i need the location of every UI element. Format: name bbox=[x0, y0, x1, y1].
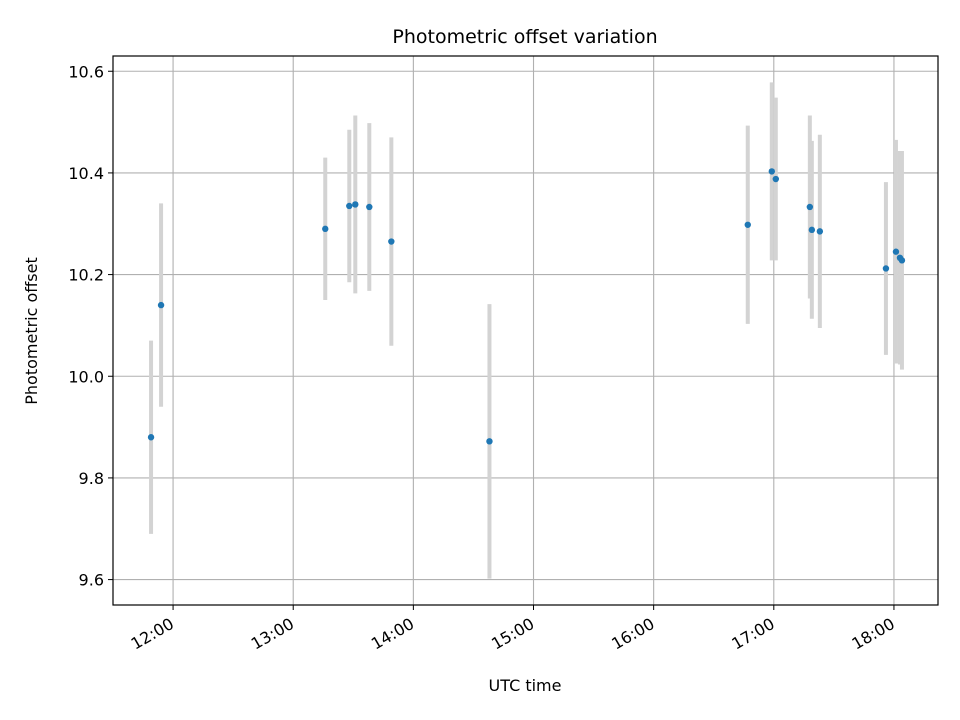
data-point bbox=[898, 257, 906, 264]
grid bbox=[113, 56, 938, 605]
y-axis-label: Photometric offset bbox=[22, 257, 41, 405]
x-axis-label: UTC time bbox=[489, 676, 562, 695]
y-tick-label: 9.6 bbox=[79, 571, 104, 590]
data-point bbox=[147, 434, 155, 441]
y-tick-label: 9.8 bbox=[79, 469, 104, 488]
data-point bbox=[808, 226, 816, 234]
y-tick-label: 10.4 bbox=[68, 164, 104, 183]
data-point bbox=[486, 438, 493, 445]
data-point bbox=[366, 203, 373, 211]
data-point bbox=[352, 201, 359, 208]
data-point bbox=[806, 203, 814, 211]
data-point bbox=[772, 175, 780, 183]
data-point bbox=[346, 202, 353, 210]
data-point bbox=[388, 238, 395, 245]
y-tick-label: 10.0 bbox=[68, 367, 104, 386]
data-point bbox=[816, 228, 824, 235]
data-point bbox=[892, 248, 900, 255]
data-point bbox=[322, 225, 329, 233]
data-point bbox=[882, 265, 890, 272]
data-point bbox=[157, 301, 165, 309]
y-tick-label: 10.6 bbox=[68, 62, 104, 81]
plot-frame bbox=[112, 55, 939, 606]
y-tick-label: 10.2 bbox=[68, 266, 104, 285]
data-point bbox=[768, 168, 775, 175]
data-points bbox=[147, 168, 906, 445]
chart-title: Photometric offset variation bbox=[392, 26, 657, 48]
y-axis-ticks: 9.6 9.8 10.0 10.2 10.4 10.6 bbox=[68, 62, 113, 590]
data-point bbox=[744, 221, 751, 228]
